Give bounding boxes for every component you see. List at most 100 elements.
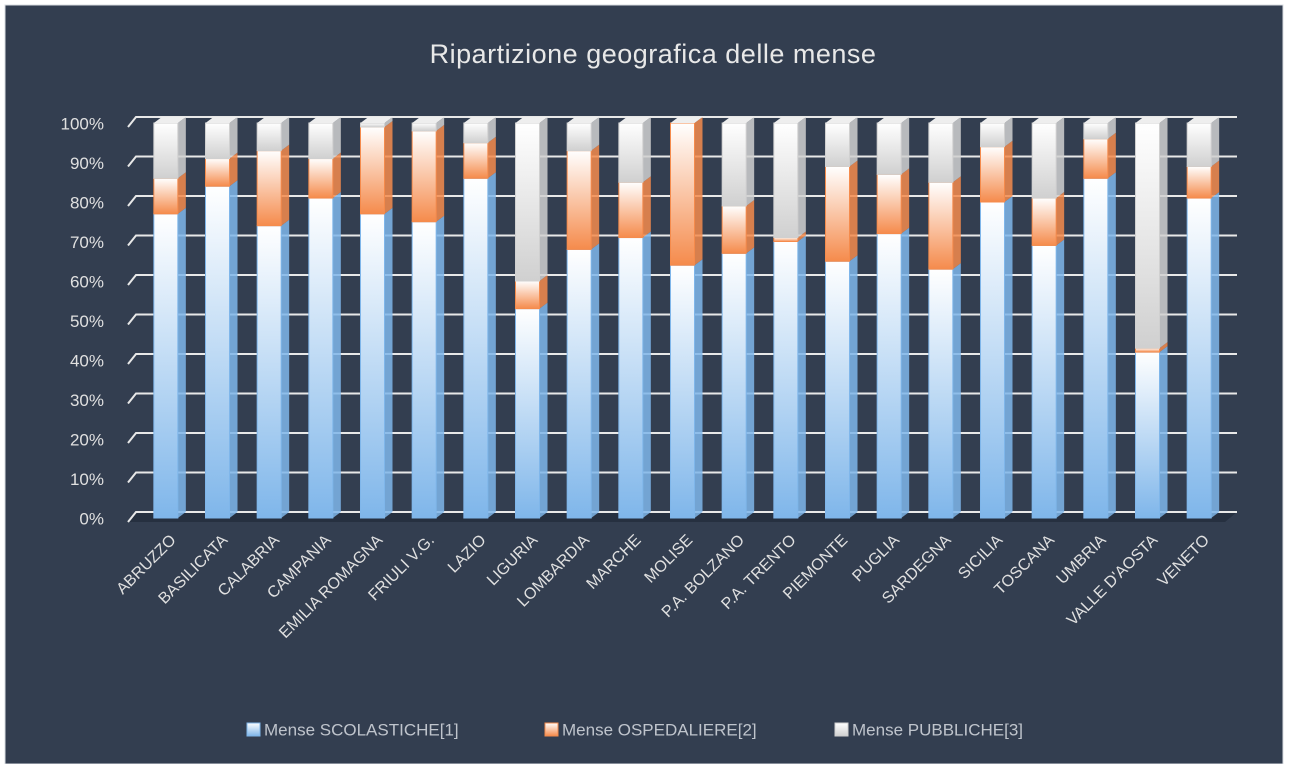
bar-side [384, 117, 393, 127]
grid-line [127, 116, 1237, 128]
bar-side [642, 231, 651, 519]
bar [618, 237, 644, 519]
bar-top [515, 117, 548, 123]
bar-side [591, 117, 600, 151]
bar-side [746, 247, 755, 518]
bar-side [849, 117, 858, 167]
bar [773, 241, 799, 519]
bar-side [1056, 117, 1065, 199]
bar-side [281, 117, 290, 151]
bar-top [980, 117, 1013, 123]
bar-side [1211, 160, 1220, 199]
bar [876, 233, 902, 519]
bar [205, 122, 230, 160]
bar [1135, 347, 1160, 353]
bar [515, 122, 540, 282]
bar-side [539, 275, 548, 309]
bar-side [1004, 117, 1013, 147]
bar-side [901, 168, 910, 234]
bar-side [952, 117, 961, 183]
bar [1186, 165, 1212, 199]
bar [463, 177, 489, 519]
bar-side [901, 117, 910, 175]
legend-label: Mense SCOLASTICHE[1] [264, 720, 459, 739]
bar-side [797, 117, 806, 238]
bar [1031, 122, 1057, 199]
bar [980, 122, 1005, 148]
bar [308, 122, 334, 160]
bar-side [694, 117, 703, 266]
bar-side [1159, 342, 1168, 353]
bar [1083, 138, 1109, 179]
bar-top [773, 117, 806, 123]
y-tick-label: 20% [70, 430, 104, 449]
grid-line [127, 353, 1237, 365]
bar-side [384, 120, 393, 214]
bar-top [360, 117, 393, 123]
bar [928, 181, 954, 270]
bar-side [1107, 172, 1116, 519]
y-tick-label: 80% [70, 193, 104, 212]
bar-top [618, 117, 651, 123]
legend-label: Mense OSPEDALIERE[2] [562, 720, 757, 739]
bar-side [1056, 239, 1065, 518]
chart-title: Ripartizione geografica delle mense [430, 39, 877, 69]
bar [670, 122, 695, 266]
bar [928, 122, 954, 183]
bar [618, 181, 644, 239]
bar-top [722, 117, 755, 123]
grid-line [127, 471, 1237, 484]
bar [825, 260, 850, 519]
bar [360, 126, 385, 215]
bar-side [487, 136, 496, 179]
grid-line [127, 155, 1237, 168]
bar-side [797, 235, 806, 518]
bar [1031, 197, 1057, 246]
bar [1031, 244, 1057, 519]
bar-side [1004, 140, 1013, 202]
bar-side [436, 117, 445, 131]
y-tick-label: 50% [70, 312, 104, 331]
bar [463, 122, 489, 144]
bar-side [849, 255, 858, 518]
legend-swatch [834, 722, 849, 737]
bar [308, 158, 334, 199]
y-tick-label: 40% [70, 351, 104, 370]
bar-side [332, 192, 341, 519]
bar-side [952, 263, 961, 518]
bar [825, 122, 850, 167]
bar-side [332, 117, 341, 159]
bar-side [229, 117, 238, 159]
bar-side [1107, 117, 1116, 139]
bar [256, 225, 282, 519]
bar [256, 122, 282, 152]
grid-line [127, 234, 1237, 247]
bar-side [177, 172, 186, 214]
bar [1186, 122, 1212, 167]
grid-line [127, 392, 1237, 405]
bar-top [567, 117, 600, 123]
bar [1186, 197, 1212, 519]
bar-side [436, 124, 445, 222]
bar-side [694, 259, 703, 518]
bar-side [436, 215, 445, 518]
bar-top [205, 117, 238, 123]
y-tick-label: 30% [70, 391, 104, 410]
legend-label: Mense PUBBLICHE[3] [852, 720, 1023, 739]
bar-top [257, 117, 290, 123]
bar-side [1211, 117, 1220, 167]
legend-swatch [246, 722, 261, 737]
bar [205, 158, 230, 187]
bar [411, 122, 437, 132]
bar [773, 237, 799, 243]
bar-side [487, 117, 496, 143]
bar-side [332, 152, 341, 199]
bar [566, 122, 592, 152]
bar-side [177, 117, 186, 179]
bar-side [591, 144, 600, 250]
bar [153, 213, 179, 519]
bar [515, 308, 540, 519]
y-tick-label: 100% [61, 114, 104, 133]
